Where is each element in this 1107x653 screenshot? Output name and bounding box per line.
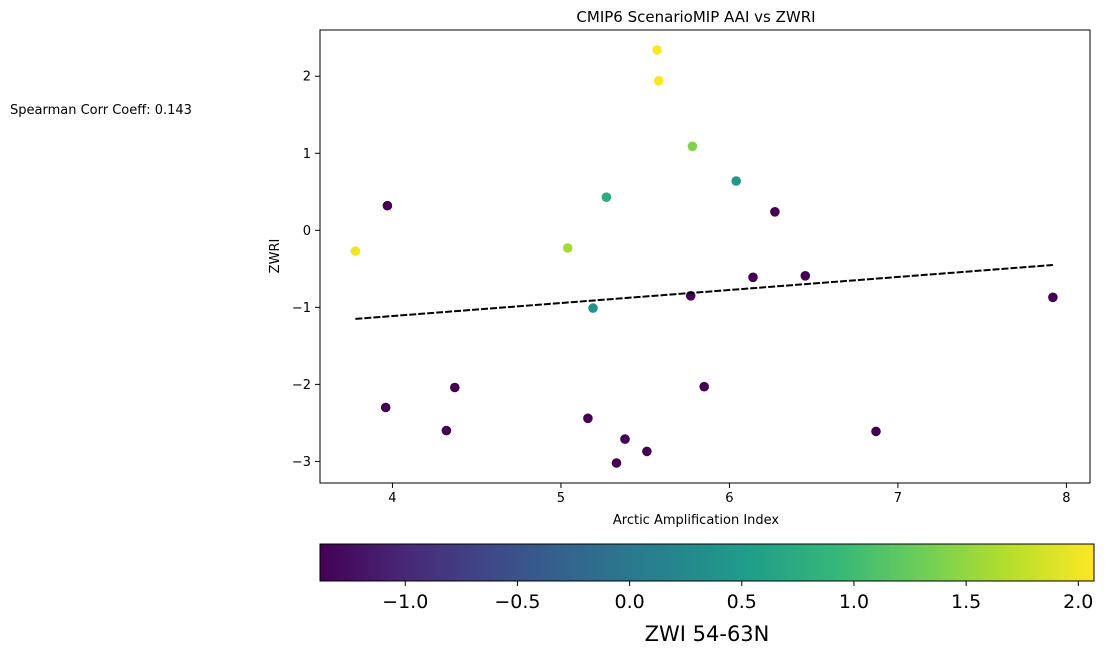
colorbar-tick-label-2: 0.0: [614, 591, 644, 613]
scatter-point-18: [731, 176, 741, 186]
scatter-point-12: [642, 446, 652, 457]
colorbar: −1.0 −0.5 0.0 0.5 1.0 1.5 2.0: [319, 543, 1095, 613]
colorbar-tick-label-6: 2.0: [1063, 591, 1093, 613]
scatter-point-11: [620, 434, 630, 444]
axes: 4 5 6 7 8 −3 −2 −1 0 1 2: [292, 29, 1091, 506]
scatter-point-20: [770, 207, 780, 217]
x-axis-label: Arctic Amplification Index: [613, 513, 780, 528]
chart-title: CMIP6 ScenarioMIP AAI vs ZWRI: [576, 8, 815, 26]
plot-frame: [319, 29, 1091, 484]
colorbar-tick-label-5: 1.5: [951, 591, 981, 613]
scatter-point-6: [562, 243, 573, 253]
scatter-point-17: [699, 381, 709, 392]
scatter-point-21: [800, 271, 811, 281]
scatter-point-14: [653, 76, 664, 86]
scatter-point-10: [611, 458, 622, 468]
trendline: [355, 264, 1053, 320]
scatter-point-3: [380, 402, 391, 413]
x-tick-label-8: 8: [1062, 491, 1070, 506]
colorbar-tick-label-1: −0.5: [494, 591, 540, 613]
y-tick-label-3: 0: [303, 224, 311, 239]
x-tick-label-7: 7: [894, 491, 902, 506]
scatter-point-9: [601, 192, 612, 202]
colorbar-tick-label-0: −1.0: [382, 591, 428, 613]
scatter-point-7: [583, 413, 593, 424]
scatter-point-22: [871, 426, 881, 437]
scatter-point-1: [350, 246, 361, 256]
y-tick-label-0: −3: [292, 455, 311, 470]
colorbar-label: ZWI 54-63N: [645, 622, 770, 646]
scatter-point-8: [588, 303, 598, 313]
scatter-point-5: [450, 382, 460, 393]
scatter-point-16: [687, 141, 698, 152]
x-tick-label-5: 5: [557, 491, 565, 506]
y-tick-label-5: 2: [303, 70, 311, 85]
y-tick-label-4: 1: [303, 147, 311, 162]
colorbar-tick-label-3: 0.5: [727, 591, 757, 613]
y-axis-label: ZWRI: [268, 239, 283, 274]
y-tick-label-1: −2: [292, 378, 311, 393]
x-tick-label-6: 6: [725, 491, 733, 506]
y-tick-label-2: −1: [292, 301, 311, 316]
colorbar-tick-label-4: 1.0: [839, 591, 869, 613]
scatter-point-13: [652, 45, 662, 55]
spearman-annotation: Spearman Corr Coeff: 0.143: [10, 103, 192, 118]
scatter-point-2: [382, 200, 393, 211]
colorbar-gradient: [319, 543, 1095, 582]
x-tick-label-4: 4: [388, 491, 396, 506]
scatter-point-23: [1048, 292, 1058, 303]
scatter-point-4: [441, 425, 452, 436]
plot-area: [350, 45, 1058, 468]
scatter-point-19: [748, 272, 758, 283]
